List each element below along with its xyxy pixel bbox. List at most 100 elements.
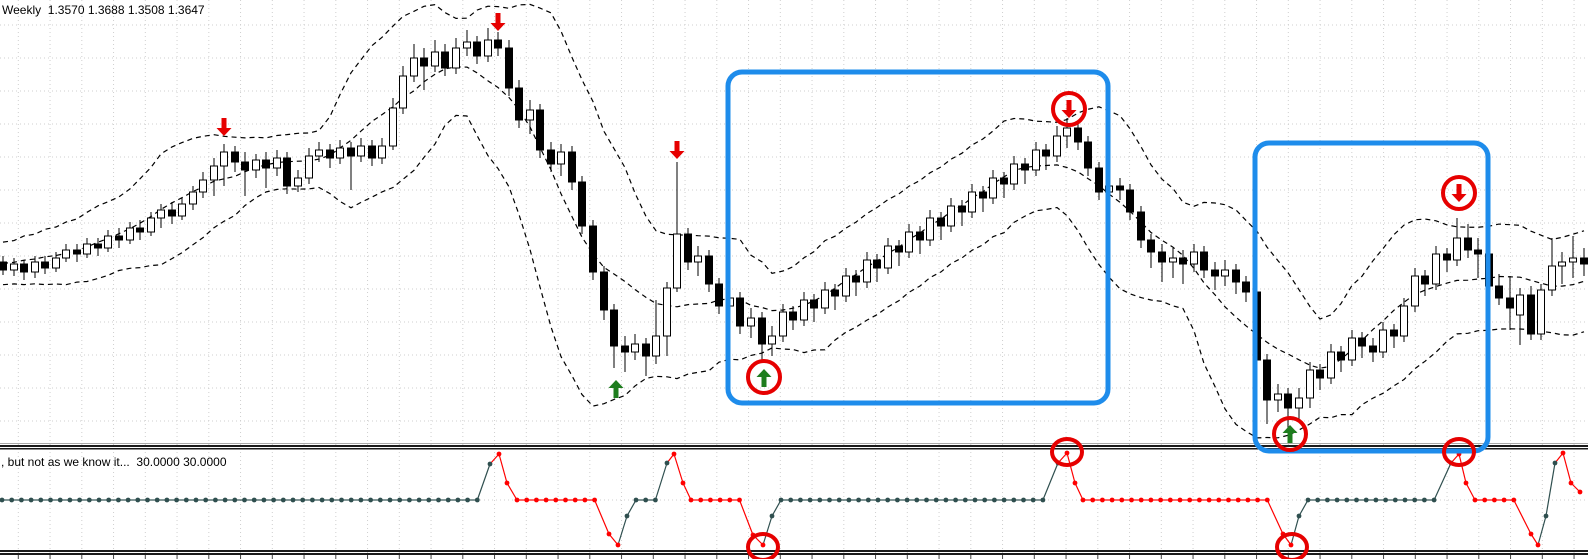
candle-body bbox=[684, 233, 692, 263]
oscillator-dot bbox=[261, 497, 267, 503]
candle-body bbox=[231, 151, 239, 163]
oscillator-line bbox=[1298, 499, 1309, 517]
candle-body bbox=[389, 107, 397, 147]
candle-body bbox=[895, 245, 903, 253]
sell-arrow-icon[interactable] bbox=[669, 141, 685, 159]
oscillator-dot bbox=[737, 497, 742, 503]
bollinger-upper-band bbox=[2, 3, 1585, 320]
sell-arrow-icon[interactable] bbox=[490, 13, 506, 31]
candle-body bbox=[378, 145, 386, 159]
oscillator-dot bbox=[1492, 497, 1497, 503]
oscillator-dot bbox=[174, 497, 180, 503]
oscillator-dot bbox=[474, 497, 480, 503]
oscillator-line bbox=[506, 482, 518, 501]
oscillator-line bbox=[1074, 482, 1084, 501]
oscillator-dot bbox=[1296, 513, 1302, 519]
candle-body bbox=[758, 317, 766, 345]
oscillator-dot bbox=[836, 497, 842, 503]
oscillator-dot bbox=[28, 497, 34, 503]
buy-arrow-icon[interactable] bbox=[608, 380, 624, 398]
oscillator-dot bbox=[1501, 497, 1507, 503]
buy-arrow-icon[interactable] bbox=[1282, 425, 1298, 443]
pane-separator[interactable] bbox=[0, 445, 1588, 447]
candle-body bbox=[62, 249, 70, 259]
highlight-box[interactable] bbox=[1252, 140, 1491, 454]
bollinger-lower-band bbox=[2, 114, 1585, 439]
candle-body bbox=[600, 271, 608, 311]
oscillator-dot bbox=[145, 497, 150, 503]
oscillator-signal-circle[interactable] bbox=[746, 532, 780, 559]
oscillator-dot bbox=[563, 497, 568, 503]
oscillator-dot bbox=[788, 497, 794, 503]
oscillator-line bbox=[654, 462, 668, 501]
oscillator-dot bbox=[1167, 497, 1173, 503]
oscillator-dot bbox=[1245, 497, 1251, 503]
candle-body bbox=[1042, 149, 1050, 157]
sell-arrow-icon[interactable] bbox=[1061, 100, 1077, 118]
oscillator-dot bbox=[1206, 497, 1212, 503]
oscillator-dot bbox=[1511, 497, 1517, 503]
candle-body bbox=[220, 151, 228, 167]
candle-body bbox=[557, 151, 565, 165]
candle-body bbox=[1126, 189, 1134, 213]
candle-body bbox=[821, 289, 829, 309]
oscillator-dot bbox=[319, 497, 325, 503]
signal-circle[interactable] bbox=[1051, 91, 1087, 127]
oscillator-dot bbox=[688, 497, 694, 503]
candle-body bbox=[1474, 249, 1482, 255]
candle-body bbox=[1074, 127, 1082, 143]
candle-body bbox=[252, 159, 260, 171]
oscillator-dot bbox=[1040, 497, 1046, 503]
candle-body bbox=[873, 259, 881, 269]
sell-arrow-icon[interactable] bbox=[1451, 184, 1467, 202]
signal-circle[interactable] bbox=[1441, 175, 1477, 211]
candle-body bbox=[1063, 127, 1071, 137]
candle-body bbox=[73, 249, 81, 255]
candle-body bbox=[463, 41, 471, 49]
oscillator-dot bbox=[1383, 497, 1388, 503]
candle-body bbox=[1443, 253, 1451, 261]
candle-body bbox=[52, 257, 60, 269]
oscillator-dot bbox=[1119, 497, 1125, 503]
oscillator-dot bbox=[1373, 497, 1379, 503]
oscillator-signal-circle[interactable] bbox=[1275, 532, 1309, 559]
oscillator-dot bbox=[914, 497, 920, 503]
oscillator-line bbox=[1290, 515, 1300, 546]
candle-body bbox=[315, 149, 323, 157]
candle-body bbox=[431, 51, 439, 67]
oscillator-line bbox=[1066, 452, 1076, 484]
oscillator-signal-circle[interactable] bbox=[1050, 437, 1084, 467]
candle-body bbox=[399, 75, 407, 109]
candle-body bbox=[410, 57, 418, 77]
signal-circle[interactable] bbox=[1272, 416, 1308, 452]
candle-body bbox=[31, 261, 39, 273]
signal-circle[interactable] bbox=[746, 359, 782, 395]
oscillator-dot bbox=[251, 497, 257, 503]
oscillator-dot bbox=[1100, 497, 1105, 503]
oscillator-signal-circle[interactable] bbox=[1442, 437, 1476, 467]
highlight-box[interactable] bbox=[725, 69, 1111, 406]
oscillator-dot bbox=[1090, 497, 1096, 503]
sell-arrow-icon[interactable] bbox=[216, 118, 232, 136]
oscillator-dot bbox=[943, 497, 949, 503]
candle-body bbox=[979, 191, 987, 199]
oscillator-dot bbox=[242, 497, 247, 503]
candle-body bbox=[958, 205, 966, 213]
oscillator-dot bbox=[769, 513, 775, 519]
candle-body bbox=[1284, 393, 1292, 409]
buy-arrow-icon[interactable] bbox=[756, 369, 772, 387]
candle-body bbox=[905, 231, 913, 253]
candle-body bbox=[1306, 369, 1314, 399]
candle-body bbox=[147, 217, 155, 233]
oscillator-dot bbox=[1392, 497, 1398, 503]
oscillator-dot bbox=[455, 497, 461, 503]
oscillator-dot bbox=[1334, 497, 1340, 503]
oscillator-label: , but not as we know it... 30.0000 30.00… bbox=[1, 455, 227, 469]
oscillator-dot bbox=[19, 497, 24, 503]
oscillator-dot bbox=[48, 497, 53, 503]
oscillator-dot bbox=[1264, 497, 1270, 503]
oscillator-line bbox=[1465, 482, 1476, 501]
oscillator-dot bbox=[487, 461, 493, 467]
candle-body bbox=[1242, 281, 1250, 293]
